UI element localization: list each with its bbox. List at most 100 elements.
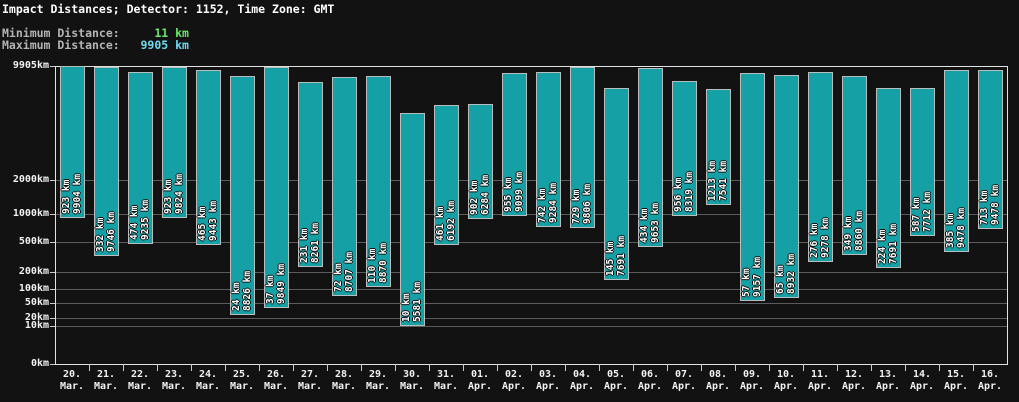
bar-minmax-label: 474 km 9235 km [129, 199, 151, 240]
bar-max-label: 9806 km [581, 183, 593, 224]
date-label: 31. Mar. [433, 369, 459, 392]
bar-minmax-label: 465 km 9443 km [197, 200, 219, 241]
x-axis-tick [259, 364, 260, 371]
x-axis-tick [225, 364, 226, 371]
x-axis-tick [395, 364, 396, 371]
x-axis-tick [327, 364, 328, 371]
gridline-500 [55, 242, 1007, 243]
gridline-2000 [55, 180, 1007, 181]
bar-min-label: 10 km [401, 293, 412, 322]
bar-max-label: 9824 km [173, 173, 185, 214]
bar-min-label: 224 km [877, 229, 888, 264]
range-bar-21-mar [94, 67, 119, 256]
y-axis-tick [50, 318, 55, 319]
bar-max-label: 7541 km [717, 160, 729, 201]
y-tick-label: 1000km [12, 208, 49, 219]
date-label: 01. Apr. [467, 369, 493, 392]
y-tick-label: 10km [24, 320, 49, 331]
bar-max-label: 9653 km [649, 202, 661, 243]
bar-min-label: 742 km [537, 188, 548, 223]
bar-minmax-label: 461 km 6192 km [435, 201, 457, 241]
bar-min-label: 923 km [61, 179, 72, 214]
bar-minmax-label: 1213 km 7541 km [707, 160, 729, 201]
bar-max-label: 9478 km [989, 184, 1001, 225]
range-bar-07-apr [672, 81, 697, 216]
bar-max-label: 8860 km [853, 210, 865, 251]
x-axis-tick [565, 364, 566, 371]
bar-max-label: 9235 km [139, 199, 151, 240]
y-axis [55, 66, 56, 365]
bar-min-label: 110 km [367, 248, 378, 283]
bar-minmax-label: 742 km 9284 km [537, 182, 559, 223]
x-axis-tick [463, 364, 464, 371]
range-bar-03-apr [536, 72, 561, 227]
range-bar-16-apr [978, 70, 1003, 229]
date-label: 13. Apr. [875, 369, 901, 392]
date-label: 26. Mar. [263, 369, 289, 392]
gridline-100 [55, 289, 1007, 290]
range-bar-14-apr [910, 88, 935, 236]
x-axis-tick [803, 364, 804, 371]
range-bar-10-apr [774, 75, 799, 298]
bar-max-label: 9278 km [819, 217, 831, 258]
range-bar-29-mar [366, 76, 391, 287]
bar-max-label: 6284 km [479, 174, 491, 215]
range-bar-04-apr [570, 67, 595, 228]
bar-min-label: 955 km [503, 177, 514, 212]
bar-minmax-label: 434 km 9653 km [639, 202, 661, 243]
bar-minmax-label: 729 km 9806 km [571, 183, 593, 224]
bar-min-label: 385 km [945, 213, 956, 248]
bar-minmax-label: 713 km 9478 km [979, 184, 1001, 225]
bar-max-label: 7691 km [887, 223, 899, 264]
y-axis-tick [50, 242, 55, 243]
date-label: 21. Mar. [93, 369, 119, 392]
gridline-50 [55, 303, 1007, 304]
date-label: 30. Mar. [399, 369, 425, 392]
bar-min-label: 1213 km [707, 160, 718, 201]
bar-minmax-label: 37 km 9849 km [265, 264, 287, 304]
x-axis-tick [89, 364, 90, 371]
x-axis-tick [429, 364, 430, 371]
date-label: 28. Mar. [331, 369, 357, 392]
range-bar-25-mar [230, 76, 255, 315]
bar-min-label: 474 km [129, 205, 140, 240]
y-axis-tick [50, 272, 55, 273]
y-axis-tick [50, 66, 55, 67]
bar-min-label: 72 km [333, 263, 344, 292]
bar-max-label: 8261 km [309, 222, 321, 263]
x-axis-tick [191, 364, 192, 371]
y-tick-label: 200km [18, 266, 49, 277]
bar-max-label: 7712 km [921, 191, 933, 232]
date-label: 03. Apr. [535, 369, 561, 392]
bar-min-label: 145 km [605, 241, 616, 276]
bar-max-label: 8870 km [377, 242, 389, 283]
y-axis-tick [50, 214, 55, 215]
range-bar-01-apr [468, 104, 493, 219]
date-label: 08. Apr. [705, 369, 731, 392]
bar-minmax-label: 923 km 9904 km [61, 174, 83, 214]
y-tick-label: 500km [18, 236, 49, 247]
range-bar-20-mar [60, 66, 85, 218]
x-axis-tick [701, 364, 702, 371]
bar-minmax-label: 72 km 8707 km [333, 251, 355, 292]
bar-max-label: 9478 km [955, 207, 967, 248]
x-axis-tick [735, 364, 736, 371]
bar-minmax-label: 923 km 9824 km [163, 173, 185, 214]
bar-minmax-label: 276 km 9278 km [809, 217, 831, 258]
range-bar-24-mar [196, 70, 221, 245]
bar-min-label: 276 km [809, 223, 820, 258]
y-tick-label: 20km [24, 312, 49, 323]
bar-max-label: 9443 km [207, 200, 219, 241]
x-axis-tick [769, 364, 770, 371]
bar-max-label: 8707 km [343, 251, 355, 292]
bar-min-label: 902 km [469, 180, 480, 215]
bar-minmax-label: 349 km 8860 km [843, 210, 865, 251]
range-bar-27-mar [298, 82, 323, 267]
bar-minmax-label: 145 km 7691 km [605, 236, 627, 276]
date-label: 06. Apr. [637, 369, 663, 392]
bar-min-label: 24 km [231, 282, 242, 311]
range-bar-15-apr [944, 70, 969, 252]
bar-max-label: 8319 km [683, 171, 695, 212]
bar-max-label: 9284 km [547, 182, 559, 223]
y-tick-label: 100km [18, 283, 49, 294]
